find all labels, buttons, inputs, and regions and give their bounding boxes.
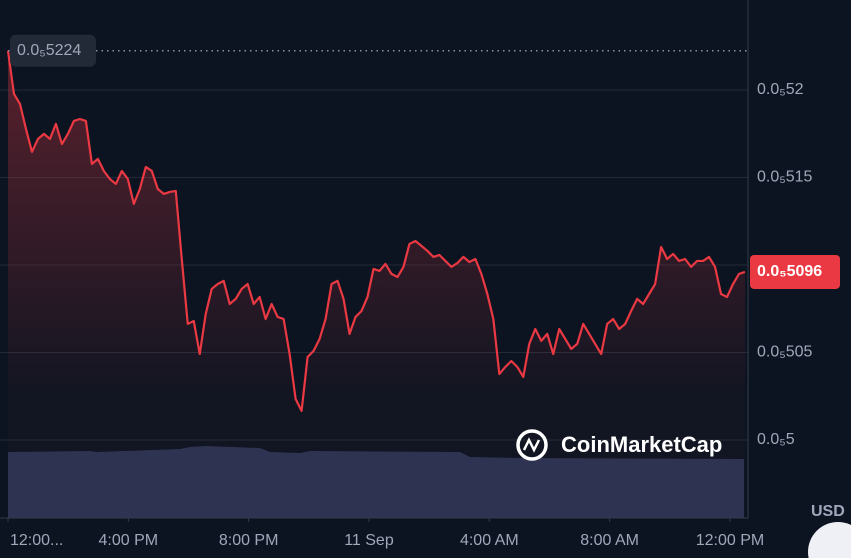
high-label: 0.0₅5224 — [17, 42, 81, 59]
price-line — [6, 50, 746, 412]
x-tick-label: 11 Sep — [344, 532, 394, 549]
y-tick-label: 0.0₅515 — [757, 169, 812, 186]
watermark: CoinMarketCap — [516, 429, 722, 461]
x-tick-label: 12:00 PM — [696, 532, 764, 549]
y-tick-label: 0.0₅505 — [757, 344, 812, 361]
watermark-logo — [516, 429, 548, 461]
high-badge — [10, 34, 96, 67]
plot: 0.0₅5224 — [6, 34, 748, 518]
price-label: 0.0₅5096 — [757, 263, 822, 280]
y-tick-label: 0.0₅5 — [757, 431, 795, 448]
x-tick-label: 4:00 PM — [99, 532, 159, 549]
currency-label: USD — [811, 503, 845, 520]
y-tick-label: 0.0₅52 — [757, 81, 804, 98]
price-area — [8, 50, 745, 518]
x-tick-label: 12:00... — [10, 532, 63, 549]
watermark-logo-mark — [522, 437, 541, 453]
scroll-button[interactable] — [808, 522, 851, 558]
x-tick-label: 8:00 PM — [219, 532, 279, 549]
x-tick-label: 8:00 AM — [580, 532, 639, 549]
watermark-text: CoinMarketCap — [561, 432, 722, 457]
x-tick-label: 4:00 AM — [460, 532, 519, 549]
price-badge — [750, 254, 840, 289]
